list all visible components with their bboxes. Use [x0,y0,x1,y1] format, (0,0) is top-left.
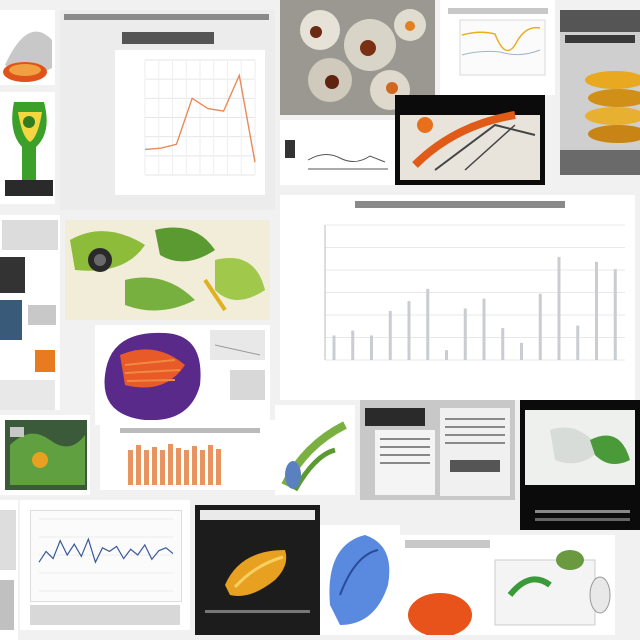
bar [576,325,580,360]
series-line [144,72,256,163]
green-map-illustration [5,420,87,490]
bar [351,330,355,360]
yellow-rolls-panel [560,10,640,175]
line-chart-card [60,10,275,210]
bar [370,335,373,360]
blue-creature-card [320,525,400,635]
purple-orange-sphere-illustration [104,330,265,421]
bar [501,328,505,360]
small-line-illustration [285,140,388,170]
orange-structure-illustration [400,111,540,180]
line-chart [144,59,256,176]
bar [557,256,561,360]
small-line-card [280,120,395,185]
left-strip-cards [0,215,60,410]
yellow-curve-illustration [448,8,548,76]
bar-chart [324,224,625,361]
blue-line-chart [38,518,174,592]
blue-creature-illustration [329,535,390,625]
green-pods-illustration [281,421,347,492]
green-leaves-illustration [65,220,270,320]
green-map-card [0,415,90,495]
bottom-left-edge [0,500,18,640]
bar [388,310,392,360]
purple-sphere-card [95,325,270,425]
orange-blob-card [400,535,615,635]
bar [482,298,486,360]
bar [595,261,598,360]
bar [426,288,430,360]
orange-bars-chart [120,428,260,485]
orange-bars-card [100,420,280,490]
blue-line-card [20,500,190,630]
bar [407,301,411,360]
edge-illustration [0,510,16,630]
bar [520,342,523,360]
yellow-curve-chart [440,0,555,95]
green-leaves-collage [65,220,270,320]
orange-blob-illustration [405,540,611,635]
yellow-rolls-illustration [560,10,640,175]
left-strip-illustration [0,220,58,410]
document-card [360,400,515,500]
orange-dome-illustration [3,31,52,82]
orange-structure-dark [395,95,545,185]
bar [463,308,467,360]
document-illustration [365,408,510,496]
bar-chart-card [280,195,635,400]
green-plant-illustration [525,410,635,521]
orange-dome-tile [0,10,55,85]
green-trophy-icon [5,102,53,196]
green-pods-card [275,405,355,495]
bar [332,335,336,360]
yellow-fruit-illustration [200,510,315,613]
green-plant-dark [520,400,640,530]
trophy-tile [0,92,55,204]
bar [445,350,448,360]
bar [538,293,542,360]
yellow-fruit-dark [195,505,320,635]
series-line [38,537,174,564]
bar [613,269,617,360]
